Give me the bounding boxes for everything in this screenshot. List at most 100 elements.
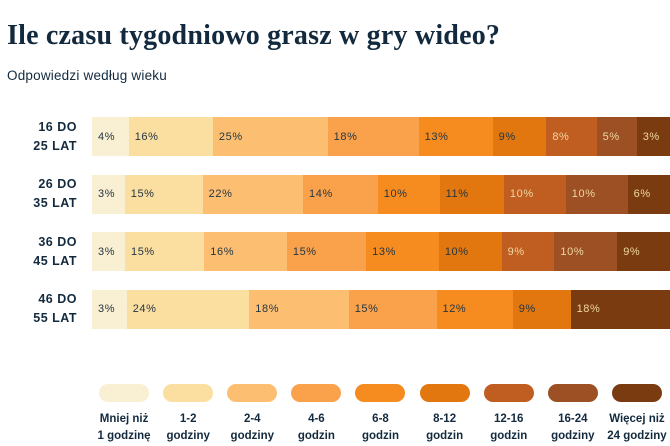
- segment-value-label: 18%: [333, 130, 358, 143]
- legend-label-line1: 16-24: [558, 413, 588, 425]
- legend-label-line2: godzin: [361, 430, 400, 442]
- legend-label-line2: godziny: [230, 430, 274, 442]
- legend-label: 16-24 godziny: [551, 411, 594, 445]
- age-group-label-line1: 26 DO: [38, 177, 77, 191]
- bar-segment: 18%: [327, 117, 419, 156]
- bar-segment: 22%: [202, 174, 304, 214]
- segment-value-label: 24%: [132, 303, 157, 315]
- segment-value-label: 5%: [602, 130, 620, 143]
- bar-segment: 4%: [92, 117, 129, 156]
- bar-segment: 16%: [204, 232, 287, 271]
- legend-label-line2: 1 godzinę: [97, 430, 151, 442]
- segment-value-label: 14%: [309, 188, 333, 200]
- legend-item: 6-8 godzin: [348, 384, 412, 445]
- segment-value-label: 15%: [131, 245, 155, 258]
- bar-segment: 15%: [124, 174, 203, 214]
- page-title: Ile czasu tygodniowo grasz w gry wideo?: [7, 20, 501, 51]
- age-group-label-line2: 35 LAT: [33, 196, 77, 210]
- legend-label-line1: 2-4: [243, 413, 261, 425]
- segment-value-label: 22%: [208, 188, 233, 200]
- legend-label: 12-16 godzin: [490, 411, 527, 445]
- legend-swatch: [483, 384, 534, 402]
- legend-label: 2-4 godziny: [231, 411, 274, 445]
- age-group-label-line1: 36 DO: [38, 234, 77, 249]
- age-group-label-line2: 25 LAT: [33, 138, 77, 153]
- stacked-bar: 3% 15% 22% 14% 10% 11% 10% 10% 6%: [92, 174, 670, 214]
- bar-segment: 25%: [212, 117, 328, 156]
- stacked-bar: 3% 24% 18% 15% 12% 9% 18%: [92, 289, 670, 329]
- segment-value-label: 25%: [218, 130, 243, 143]
- legend-label-line1: 6-8: [372, 413, 389, 425]
- legend-swatch: [227, 384, 278, 402]
- segment-value-label: 10%: [383, 188, 408, 200]
- bar-segment: 10%: [377, 174, 440, 214]
- bar-segment: 18%: [249, 289, 349, 329]
- bar-row: 16 DO 25 LAT 4% 16% 25% 18% 13% 9% 8% 5% 3%: [0, 117, 670, 156]
- bar-row: 46 DO 55 LAT 3% 24% 18% 15% 12% 9% 18%: [0, 289, 670, 329]
- bar-segment: 13%: [418, 117, 493, 156]
- bar-segment: 3%: [92, 289, 127, 329]
- legend-label-line2: godziny: [551, 430, 595, 442]
- bar-segment: 3%: [92, 174, 125, 214]
- chart-subtitle: Odpowiedzi według wieku: [7, 68, 167, 83]
- segment-value-label: 18%: [576, 303, 601, 315]
- segment-value-label: 13%: [372, 245, 396, 258]
- legend-item: 4-6 godzin: [284, 384, 348, 445]
- legend-item: Mniej niż 1 godzinę: [92, 384, 156, 445]
- bar-segment: 15%: [348, 289, 437, 329]
- bar-segment: 9%: [501, 232, 555, 271]
- segment-value-label: 10%: [560, 245, 585, 258]
- legend-label-line1: 8-12: [433, 413, 457, 425]
- bar-segment: 8%: [546, 117, 597, 156]
- legend-swatch: [99, 384, 150, 402]
- segment-value-label: 6%: [633, 188, 651, 200]
- segment-value-label: 12%: [442, 303, 467, 315]
- bar-segment: 18%: [570, 289, 670, 329]
- legend-item: 8-12 godzin: [413, 384, 477, 445]
- legend-item: Więcej niż 24 godziny: [605, 384, 669, 445]
- legend-item: 16-24 godziny: [541, 384, 605, 445]
- segment-value-label: 3%: [98, 188, 116, 200]
- bar-segment: 10%: [503, 174, 566, 214]
- stacked-bar: 4% 16% 25% 18% 13% 9% 8% 5% 3%: [92, 117, 670, 156]
- segment-value-label: 9%: [498, 130, 516, 143]
- legend-label-line1: Mniej niż: [99, 413, 149, 425]
- age-group-label-line2: 45 LAT: [33, 253, 77, 268]
- segment-value-label: 9%: [623, 245, 641, 258]
- segment-value-label: 9%: [518, 303, 536, 315]
- bar-segment: 15%: [125, 232, 205, 271]
- legend-item: 12-16 godzin: [477, 384, 541, 445]
- age-group-label-line2: 55 LAT: [33, 311, 77, 325]
- legend-label-line1: 1-2: [179, 413, 197, 425]
- legend-label-line1: 12-16: [494, 413, 524, 425]
- stacked-bar-chart: 16 DO 25 LAT 4% 16% 25% 18% 13% 9% 8% 5% 3% 26 DO 35…: [0, 117, 670, 329]
- segment-value-label: 11%: [445, 188, 469, 200]
- legend-swatch: [547, 384, 598, 402]
- bar-segment: 13%: [366, 232, 439, 271]
- segment-value-label: 16%: [134, 130, 159, 143]
- segment-value-label: 13%: [424, 130, 449, 143]
- legend-item: 1-2 godziny: [156, 384, 220, 445]
- bar-segment: 24%: [126, 289, 250, 329]
- stacked-bar: 3% 15% 16% 15% 13% 10% 9% 10% 9%: [92, 232, 670, 271]
- legend-swatch: [611, 384, 662, 402]
- segment-value-label: 10%: [444, 245, 469, 258]
- bar-segment: 10%: [438, 232, 502, 271]
- segment-value-label: 9%: [507, 245, 525, 258]
- age-group-label: 16 DO 25 LAT: [0, 117, 92, 156]
- segment-value-label: 10%: [509, 188, 534, 200]
- age-group-label: 46 DO 55 LAT: [0, 290, 92, 329]
- legend-label: Więcej niż 24 godziny: [607, 411, 666, 445]
- segment-value-label: 10%: [571, 188, 596, 200]
- segment-value-label: 8%: [552, 130, 570, 143]
- bar-segment: 11%: [439, 174, 504, 214]
- legend-label-line2: godzin: [490, 430, 528, 442]
- legend-swatch: [291, 384, 342, 402]
- segment-value-label: 15%: [292, 245, 317, 258]
- legend-label: 6-8 godzin: [362, 411, 399, 445]
- legend-swatch: [355, 384, 406, 402]
- age-group-label-line1: 46 DO: [38, 292, 77, 306]
- legend-label: Mniej niż 1 godzinę: [98, 411, 151, 445]
- legend-label: 8-12 godzin: [426, 411, 463, 445]
- legend-label-line1: Więcej niż: [609, 413, 665, 425]
